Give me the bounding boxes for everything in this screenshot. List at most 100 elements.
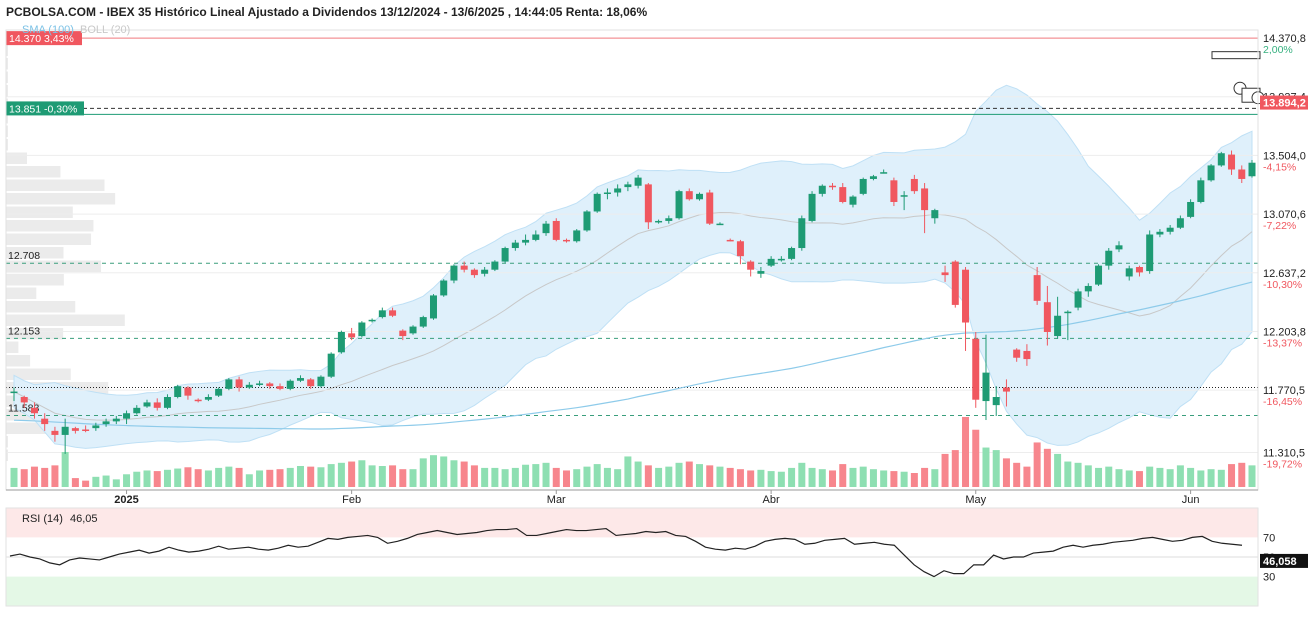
candle-body <box>890 180 898 202</box>
candle-body <box>552 220 560 240</box>
volume-bar <box>112 479 120 487</box>
volume-bar <box>634 461 642 487</box>
volume-bar <box>1105 466 1113 487</box>
support-label: 12.708 <box>8 250 40 262</box>
candle-body <box>194 399 202 402</box>
volume-bar <box>1054 453 1062 487</box>
chart-title: PCBOLSA.COM - IBEX 35 Histórico Lineal A… <box>6 5 647 19</box>
volume-bar <box>532 464 540 487</box>
volume-profile-bar <box>6 152 28 164</box>
volume-profile-bar <box>6 220 94 232</box>
candle-body <box>470 269 478 276</box>
candle-body <box>204 396 212 400</box>
volume-bar <box>1217 469 1225 487</box>
volume-bar <box>726 467 734 487</box>
price-tick-label: 11.770,5 <box>1263 385 1305 397</box>
percent-tick-label: 2,00% <box>1263 44 1293 56</box>
candle-body <box>788 248 796 259</box>
candle-body <box>429 295 437 319</box>
volume-bar <box>1084 465 1092 487</box>
volume-bar <box>419 458 427 487</box>
candle-body <box>389 310 397 316</box>
volume-bar <box>614 469 622 487</box>
percent-tick-label: -19,72% <box>1263 458 1302 470</box>
candle-body <box>869 176 877 179</box>
volume-bar <box>368 465 376 487</box>
candle-body <box>685 191 693 200</box>
volume-bar <box>460 461 468 487</box>
candle-body <box>777 258 785 261</box>
volume-bar <box>123 474 131 487</box>
candle-body <box>573 230 581 242</box>
volume-bar <box>900 471 908 487</box>
candle-body <box>1002 387 1010 392</box>
volume-profile-bar <box>6 355 31 367</box>
volume-profile-bar <box>6 58 8 70</box>
candle-body <box>747 261 755 270</box>
candle-body <box>409 326 417 334</box>
volume-profile-bar <box>6 341 19 353</box>
rsi-tick-30: 30 <box>1263 572 1275 584</box>
candle-body <box>1064 311 1072 314</box>
volume-profile-bar <box>6 179 105 191</box>
volume-bar <box>808 467 816 487</box>
candle-body <box>839 187 847 202</box>
volume-bar <box>788 467 796 487</box>
percent-tick-label: -13,37% <box>1263 337 1302 349</box>
volume-bar <box>276 469 284 487</box>
candle-body <box>1013 349 1021 358</box>
volume-bar <box>215 467 223 487</box>
volume-bar <box>1095 467 1103 487</box>
volume-profile-bar <box>6 206 73 218</box>
volume-bar <box>1023 466 1031 487</box>
volume-bar <box>491 467 499 487</box>
candle-body <box>562 239 570 242</box>
volume-profile-bar <box>6 85 8 97</box>
candle-body <box>849 196 857 205</box>
volume-profile-bar <box>6 301 76 313</box>
candle-body <box>962 269 970 323</box>
time-tick-label: May <box>965 494 986 506</box>
volume-bar <box>235 467 243 487</box>
volume-bar <box>982 447 990 487</box>
rsi-frame <box>5 507 1259 607</box>
volume-bar <box>1228 464 1236 487</box>
candle-body <box>583 211 591 231</box>
candle-body <box>501 248 509 262</box>
support-label: 12.153 <box>8 325 40 337</box>
candle-body <box>235 379 243 388</box>
candle-body <box>696 193 704 200</box>
resistance-label: 14.370 3,43% <box>9 33 74 45</box>
percent-tick-label: -4,15% <box>1263 161 1296 173</box>
volume-bar <box>593 464 601 487</box>
candle-body <box>1238 169 1246 179</box>
percent-tick-label: -10,30% <box>1263 279 1302 291</box>
candle-body <box>1156 231 1164 235</box>
candle-body <box>941 272 949 276</box>
candle-body <box>1074 291 1082 308</box>
volume-bar <box>747 470 755 487</box>
volume-bar <box>931 469 939 487</box>
volume-bar <box>644 465 652 487</box>
candle-body <box>603 192 611 195</box>
candle-body <box>716 223 724 226</box>
candle-body <box>10 391 18 394</box>
candle-body <box>337 331 345 353</box>
volume-bar <box>1002 458 1010 487</box>
rsi-oversold-zone <box>6 576 1258 606</box>
volume-bar <box>777 471 785 487</box>
volume-bar <box>1248 465 1256 487</box>
candle-body <box>931 210 939 219</box>
volume-bar <box>82 480 90 487</box>
volume-bars <box>10 417 1256 487</box>
candle-body <box>358 322 366 337</box>
volume-bar <box>102 475 110 487</box>
volume-bar <box>1197 470 1205 487</box>
candle-body <box>163 396 171 408</box>
volume-bar <box>603 467 611 487</box>
volume-profile-bar <box>6 44 8 56</box>
candle-body <box>419 317 427 327</box>
candle-body <box>184 387 192 396</box>
candle-body <box>460 265 468 270</box>
time-axis: 2025 Feb Mar Abr May Jun <box>6 489 1258 506</box>
